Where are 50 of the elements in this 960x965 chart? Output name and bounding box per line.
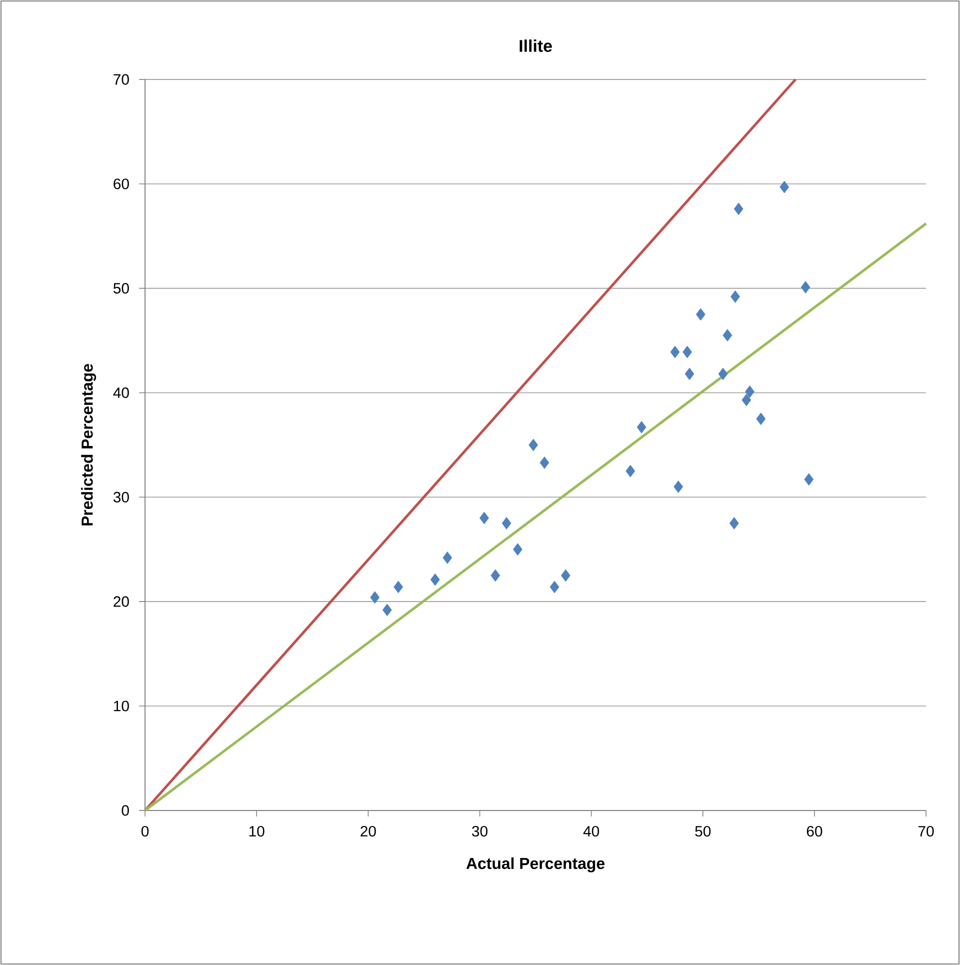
- point: [636, 420, 646, 434]
- point: [742, 394, 752, 406]
- point: [626, 464, 636, 478]
- point: [528, 438, 538, 452]
- point: [670, 346, 680, 358]
- point: [560, 569, 570, 582]
- y-tick-label: 0: [122, 805, 129, 816]
- point: [729, 517, 739, 530]
- point: [370, 591, 380, 604]
- y-tick-label: 70: [114, 74, 129, 85]
- x-tick-label: 60: [806, 826, 822, 837]
- x-tick-label: 0: [141, 826, 149, 837]
- x-tick-label: 50: [695, 826, 711, 837]
- y-tick-label: 40: [113, 387, 129, 398]
- point: [734, 202, 744, 216]
- point: [382, 604, 392, 616]
- y-tick-label: 30: [113, 492, 129, 502]
- point: [512, 543, 522, 556]
- point: [490, 569, 500, 582]
- x-tick-label: 70: [918, 826, 934, 837]
- y-tick-label: 10: [114, 700, 129, 712]
- chart-title: Illite: [520, 40, 552, 52]
- point: [502, 517, 512, 530]
- point: [718, 368, 728, 380]
- point: [430, 573, 440, 586]
- point: [745, 385, 754, 398]
- point: [684, 368, 694, 380]
- point: [540, 456, 550, 469]
- y-tick-label: 20: [114, 596, 129, 607]
- x-tick-label: 10: [249, 826, 264, 837]
- point: [550, 580, 560, 594]
- y-tick-label: 60: [114, 178, 129, 190]
- x-tick-label: 20: [360, 826, 376, 837]
- point: [682, 346, 692, 358]
- point: [722, 329, 732, 342]
- point: [730, 290, 740, 303]
- y-axis-title: Predicted Percentage: [81, 364, 96, 526]
- point: [696, 308, 706, 321]
- y-tick-label: 50: [113, 283, 129, 294]
- x-axis-title: Actual Percentage: [466, 857, 605, 872]
- x-tick-label: 40: [583, 826, 600, 837]
- point: [442, 552, 452, 564]
- point: [480, 512, 489, 524]
- x-tick-label: 30: [472, 826, 488, 837]
- point: [804, 473, 814, 486]
- point: [800, 281, 810, 294]
- point: [756, 412, 766, 426]
- point: [394, 580, 404, 594]
- point: [674, 480, 684, 493]
- point: [780, 180, 790, 194]
